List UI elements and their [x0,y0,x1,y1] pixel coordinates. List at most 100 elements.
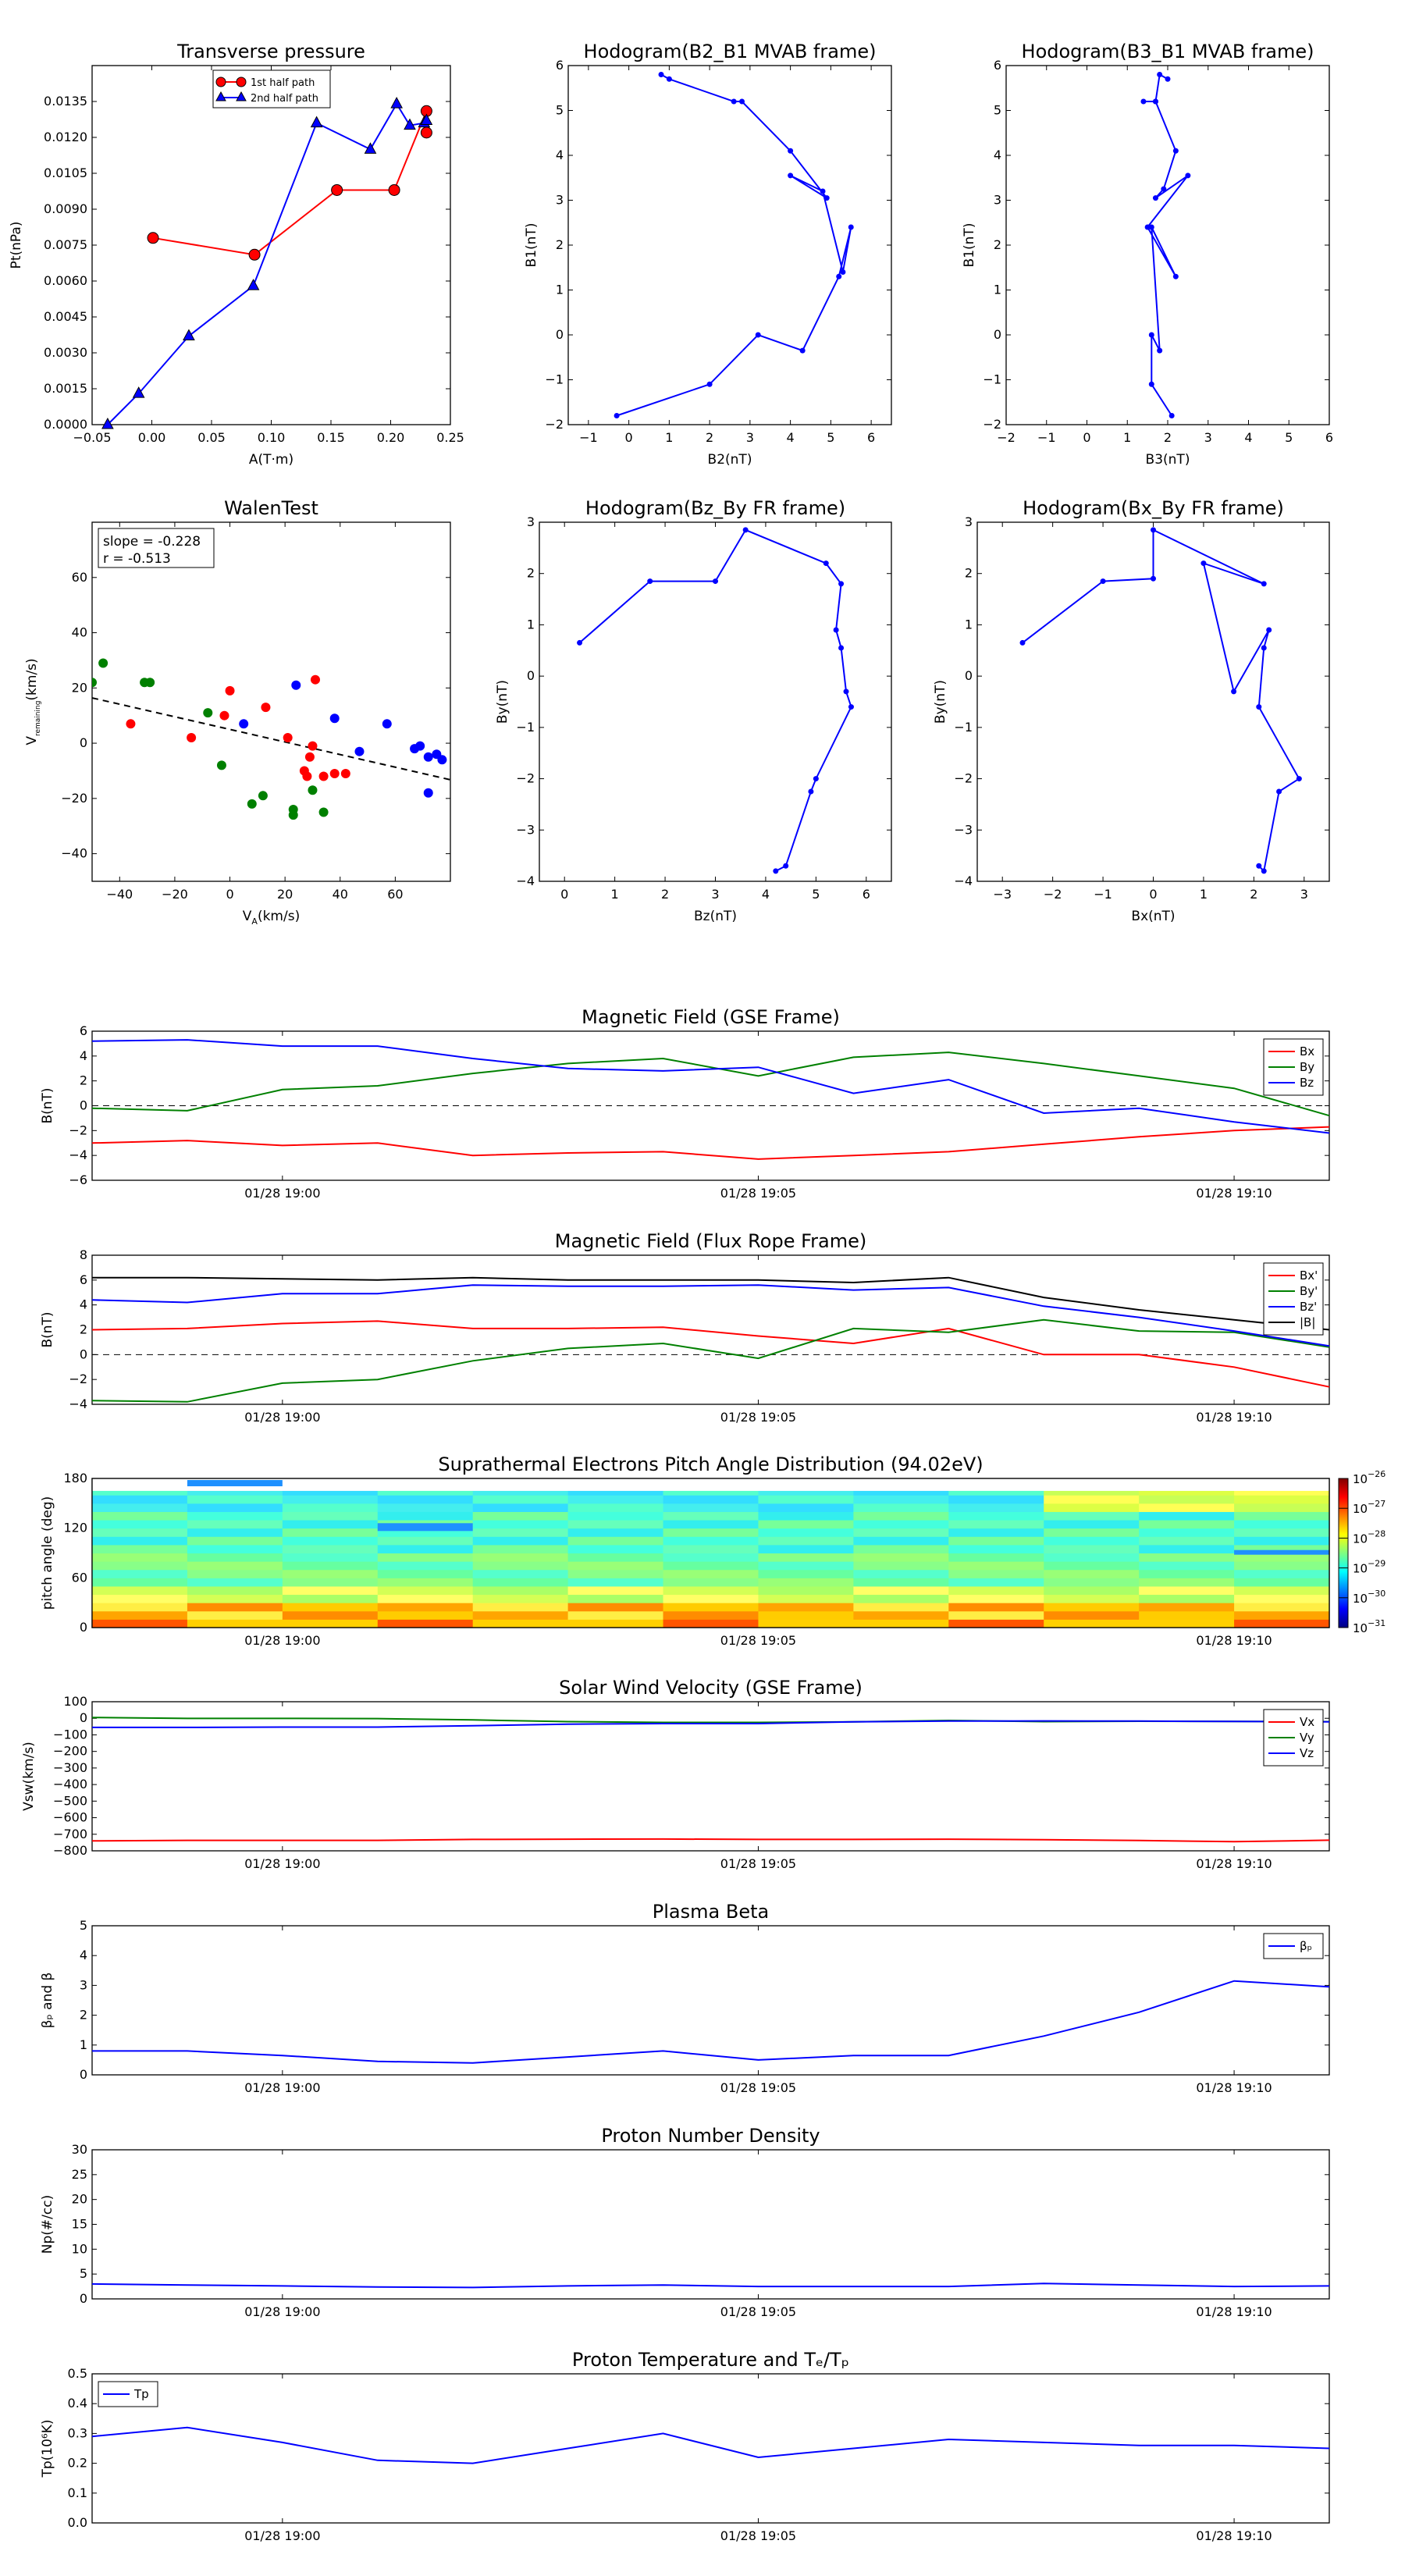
data-point [415,741,425,751]
plot-area [92,658,450,820]
annotation-box [98,528,215,568]
heatmap-cell [92,1528,188,1537]
heatmap-cell [282,1536,379,1546]
data-point [216,760,226,770]
heatmap-cell [1044,1619,1140,1628]
y-tick-label: −4 [69,1147,87,1162]
y-tick-label: 10 [72,2241,87,2256]
y-tick-label: 4 [80,1297,87,1312]
data-point [755,332,761,338]
heatmap-cell [377,1578,474,1587]
y-tick-label: −100 [53,1727,87,1742]
data-point [666,76,672,82]
y-tick-label: −2 [545,417,564,432]
data-point [1256,863,1262,869]
heatmap-cell [472,1544,569,1553]
series-line [91,1318,1330,1403]
colorbar-tick-label: 10−28 [1353,1528,1385,1546]
heatmap-cell [1139,1585,1235,1596]
x-tick-label: 0.10 [258,430,286,445]
x-axis-label: B3(nT) [1146,452,1190,468]
heatmap-cell [853,1520,949,1529]
x-tick-label: 6 [1325,430,1333,445]
data-point [1151,575,1156,582]
y-axis-label: B1(nT) [524,223,539,268]
y-tick-label: 4 [556,148,564,162]
y-tick-label: 0 [80,1098,87,1113]
x-tick-label: 01/28 19:00 [244,1856,320,1871]
x-tick-label: −3 [993,887,1012,902]
plot-frame [91,1925,1330,2076]
data-point [1152,98,1158,105]
data-point [1276,788,1282,795]
heatmap-cell [187,1480,283,1486]
data-point [329,769,340,778]
plot-frame [91,521,451,882]
heatmap-cell [92,1520,188,1529]
heatmap-cell [92,1486,188,1496]
data-point [833,627,839,633]
data-point [739,98,745,105]
heatmap-cell [282,1610,379,1620]
heatmap-cell [567,1544,664,1553]
heatmap-cell [282,1569,379,1578]
panel-vsw: Solar Wind Velocity (GSE Frame) 01/28 19:… [21,1677,1330,1871]
series-line [91,1284,1330,1347]
data-point [1168,413,1175,418]
data-point [838,645,845,651]
heatmap-cell [758,1553,854,1562]
heatmap-cell [567,1520,664,1529]
data-point [1152,195,1158,201]
heatmap-cell [663,1503,759,1512]
x-tick-label: 0 [226,887,233,902]
y-tick-label: 0 [80,1347,87,1361]
heatmap-cell [1044,1610,1140,1620]
panel-beta: Plasma Beta 01/28 19:00 01/28 19:05 01/28 1… [40,1901,1330,2095]
y-tick-label: 6 [80,1023,87,1038]
data-point [302,771,312,781]
colorbar: 10−26 10−27 10−28 10−29 10−30 10−31 [1338,1469,1385,1635]
y-tick-label: 0 [994,327,1001,342]
heatmap-cell [663,1511,759,1521]
y-tick-label: 3 [80,1977,87,1992]
y-tick-label: −2 [516,771,535,786]
x-tick-label: 01/28 19:10 [1196,2080,1272,2095]
heatmap-cell [853,1511,949,1521]
fit-line [92,697,450,781]
x-tick-label: 0.20 [377,430,405,445]
data-point [823,560,829,567]
heatmap-cell [472,1495,569,1504]
data-point [101,417,114,429]
legend-label: Tp [133,2387,149,2401]
heatmap-cell [758,1528,854,1537]
x-tick-label: 2 [1250,887,1257,902]
heatmap-cell [758,1585,854,1596]
heatmap-cell [758,1594,854,1603]
heatmap-cell [853,1544,949,1553]
panel-mag_fr: Magnetic Field (Flux Rope Frame) 01/28 19… [40,1230,1330,1425]
x-tick-label: 01/28 19:00 [244,1186,320,1201]
data-point [132,386,145,398]
hodogram-line [1022,528,1300,873]
heatmap-cell [758,1486,854,1496]
heatmap-cell [377,1585,474,1596]
series-line [107,102,428,425]
heatmap-cell [948,1520,1044,1529]
x-tick-label: 20 [277,887,293,902]
x-axis-label: VA(km/s) [243,909,300,927]
heatmap-cell [1234,1486,1330,1496]
x-axis-label: Bx(nT) [1131,909,1175,924]
heatmap-cell [282,1594,379,1603]
x-axis-label: B2(nT) [708,452,752,468]
x-tick-label: 0 [1083,430,1090,445]
y-tick-label: −3 [954,822,973,837]
heatmap-cell [853,1585,949,1596]
heatmap-cell [1044,1578,1140,1587]
x-tick-label: 0.05 [197,430,226,445]
data-point [388,183,400,196]
data-point [261,703,271,713]
y-tick-label: −6 [69,1172,87,1187]
legend: Bx'By' Bz'|B| [1263,1262,1324,1336]
x-tick-label: 01/28 19:10 [1196,1410,1272,1425]
x-axis-label: A(T·m) [249,452,293,468]
